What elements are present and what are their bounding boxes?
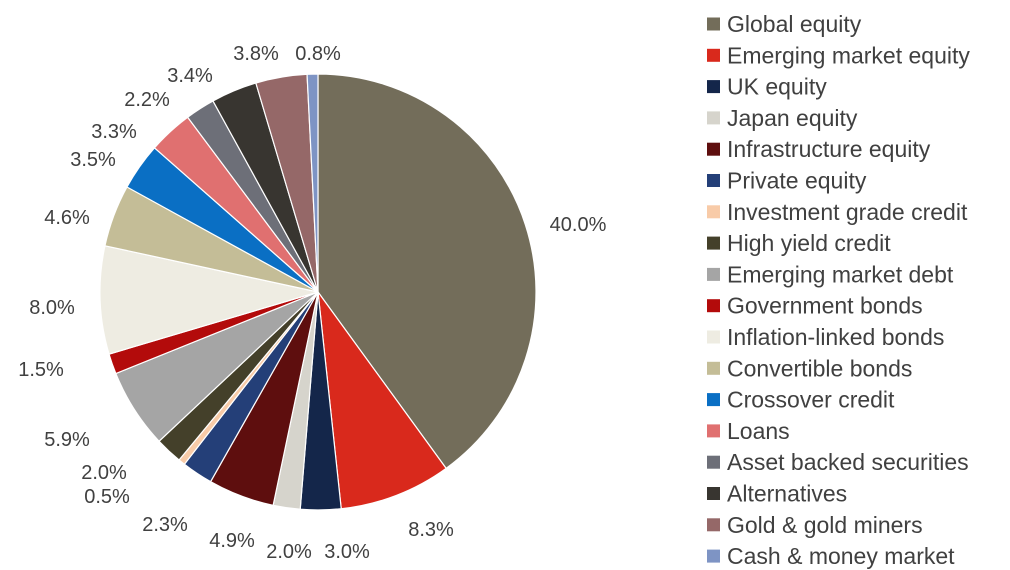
legend-swatch: [707, 174, 720, 187]
pie-value-label: 2.3%: [142, 514, 188, 536]
pie-value-label: 2.0%: [266, 541, 312, 563]
pie-value-label: 3.3%: [91, 121, 137, 143]
legend-label: Government bonds: [727, 293, 923, 319]
pie-slices: [100, 74, 536, 510]
legend-label: UK equity: [727, 74, 827, 100]
pie-value-label: 5.9%: [44, 429, 90, 451]
legend-swatch: [707, 237, 720, 250]
pie-value-label: 0.8%: [295, 43, 341, 65]
legend-swatch: [707, 49, 720, 62]
pie-value-label: 3.8%: [233, 43, 279, 65]
legend-label: Cash & money market: [727, 543, 955, 569]
legend-item: High yield credit: [707, 230, 891, 256]
legend-swatch: [707, 487, 720, 500]
legend-label: Private equity: [727, 168, 867, 194]
legend-item: Inflation-linked bonds: [707, 324, 944, 350]
legend-item: Emerging market equity: [707, 42, 970, 68]
legend-label: Infrastructure equity: [727, 136, 931, 162]
legend-item: Global equity: [707, 11, 862, 37]
legend-swatch: [707, 143, 720, 156]
pie-value-label: 0.5%: [84, 486, 130, 508]
legend-label: Emerging market debt: [727, 261, 954, 287]
legend-swatch: [707, 268, 720, 281]
pie-value-label: 4.6%: [44, 207, 90, 229]
legend-label: Crossover credit: [727, 387, 895, 413]
legend-item: Cash & money market: [707, 543, 955, 569]
pie-value-label: 40.0%: [550, 214, 607, 236]
legend-swatch: [707, 518, 720, 531]
legend-label: Investment grade credit: [727, 199, 968, 225]
legend-item: Japan equity: [707, 105, 858, 131]
legend-swatch: [707, 550, 720, 563]
legend-swatch: [707, 205, 720, 218]
legend-item: UK equity: [707, 74, 827, 100]
legend-swatch: [707, 362, 720, 375]
pie-value-label: 8.0%: [29, 297, 75, 319]
legend-label: Gold & gold miners: [727, 512, 923, 538]
legend-label: Convertible bonds: [727, 355, 912, 381]
legend-item: Emerging market debt: [707, 261, 954, 287]
legend-label: Japan equity: [727, 105, 858, 131]
legend-label: High yield credit: [727, 230, 891, 256]
pie-value-label: 1.5%: [18, 359, 64, 381]
legend-item: Gold & gold miners: [707, 512, 923, 538]
pie-value-label: 4.9%: [209, 530, 255, 552]
legend-item: Government bonds: [707, 293, 923, 319]
legend-label: Loans: [727, 418, 790, 444]
legend-swatch: [707, 111, 720, 124]
legend-label: Inflation-linked bonds: [727, 324, 944, 350]
legend-swatch: [707, 80, 720, 93]
legend-swatch: [707, 393, 720, 406]
pie-value-label: 2.2%: [124, 89, 170, 111]
pie-value-label: 3.0%: [324, 541, 370, 563]
legend-label: Asset backed securities: [727, 449, 969, 475]
legend-item: Infrastructure equity: [707, 136, 931, 162]
legend-swatch: [707, 456, 720, 469]
legend-item: Crossover credit: [707, 387, 895, 413]
pie-value-label: 8.3%: [408, 519, 454, 541]
legend-label: Alternatives: [727, 481, 847, 507]
legend-item: Loans: [707, 418, 790, 444]
legend-label: Global equity: [727, 11, 862, 37]
pie-value-label: 3.4%: [167, 65, 213, 87]
legend: Global equity Emerging market equity UK eq…: [707, 11, 970, 569]
legend-item: Alternatives: [707, 481, 847, 507]
legend-item: Asset backed securities: [707, 449, 969, 475]
legend-swatch: [707, 424, 720, 437]
pie-value-label: 2.0%: [81, 462, 127, 484]
legend-swatch: [707, 18, 720, 31]
legend-swatch: [707, 331, 720, 344]
legend-label: Emerging market equity: [727, 42, 970, 68]
legend-item: Private equity: [707, 168, 867, 194]
legend-swatch: [707, 299, 720, 312]
legend-item: Investment grade credit: [707, 199, 968, 225]
pie-value-label: 3.5%: [70, 149, 116, 171]
legend-item: Convertible bonds: [707, 355, 912, 381]
